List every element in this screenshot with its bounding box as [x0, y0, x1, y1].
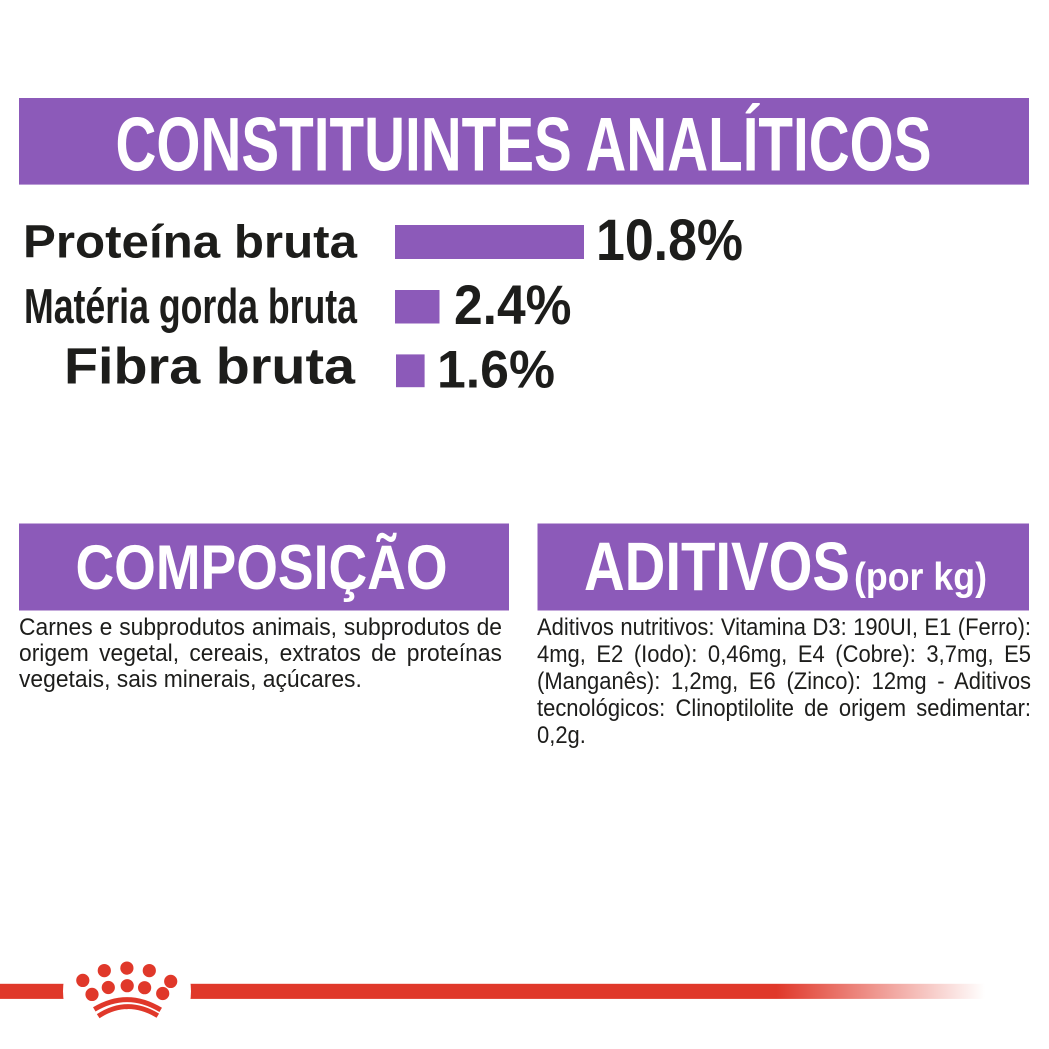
svg-text:1.6%: 1.6%	[437, 341, 555, 400]
svg-text:2.4%: 2.4%	[454, 273, 572, 336]
svg-text:ADITIVOS: ADITIVOS	[584, 528, 850, 605]
svg-text:CONSTITUINTES ANALÍTICOS: CONSTITUINTES ANALÍTICOS	[116, 103, 932, 188]
svg-text:10.8%: 10.8%	[596, 208, 743, 273]
svg-text:(por kg): (por kg)	[854, 556, 987, 599]
svg-text:Proteína bruta: Proteína bruta	[23, 215, 357, 267]
svg-text:COMPOSIÇÃO: COMPOSIÇÃO	[76, 532, 448, 603]
svg-text:Matéria gorda bruta: Matéria gorda bruta	[24, 280, 358, 334]
svg-text:Fibra bruta: Fibra bruta	[64, 337, 356, 394]
